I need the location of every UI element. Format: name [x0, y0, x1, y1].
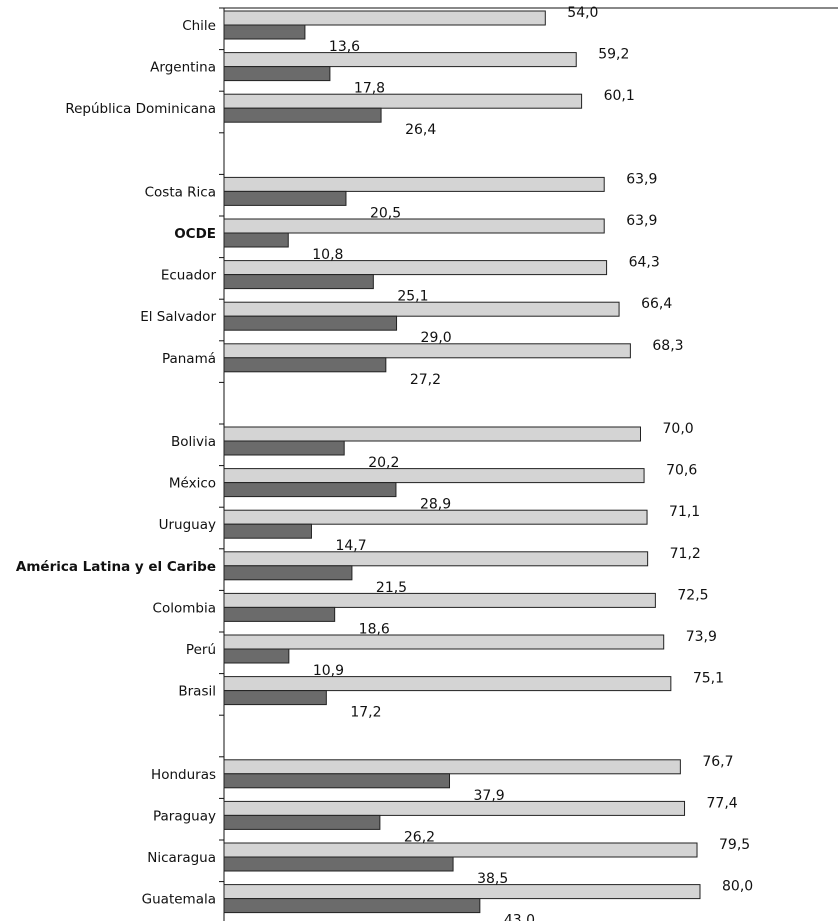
data-label-series-2: 20,5: [370, 205, 401, 221]
category-label: Argentina: [150, 60, 216, 76]
bar-series-2: [223, 898, 481, 914]
bar-series-1: [223, 759, 681, 775]
bar-series-2: [223, 773, 451, 789]
bar-series-2: [223, 856, 454, 872]
bar-series-2: [223, 315, 398, 331]
category-label: Nicaragua: [147, 850, 216, 866]
category-label: Bolivia: [171, 434, 216, 450]
bar-series-1: [223, 884, 701, 900]
category-label: Colombia: [153, 600, 216, 616]
bar-series-1: [223, 52, 577, 68]
category-label: América Latina y el Caribe: [16, 559, 216, 575]
bar-series-2: [223, 523, 312, 539]
category-label: El Salvador: [140, 309, 216, 325]
data-label-series-2: 43,0: [504, 913, 535, 921]
data-label-series-1: 75,1: [693, 671, 724, 687]
data-label-series-1: 76,7: [702, 754, 733, 770]
category-label: Uruguay: [159, 517, 216, 533]
bar-series-1: [223, 10, 546, 26]
bar-series-2: [223, 66, 331, 82]
data-label-series-2: 14,7: [335, 538, 366, 554]
data-label-series-1: 64,3: [629, 255, 660, 271]
data-label-series-2: 38,5: [477, 871, 508, 887]
data-label-series-2: 27,2: [410, 372, 441, 388]
category-label: Ecuador: [161, 268, 217, 284]
bar-series-1: [223, 218, 605, 234]
data-label-series-1: 71,1: [669, 504, 700, 520]
data-label-series-1: 60,1: [604, 88, 635, 104]
bar-series-1: [223, 800, 686, 816]
data-label-series-1: 70,0: [663, 421, 694, 437]
data-label-series-2: 20,2: [368, 455, 399, 471]
chart-marks: Chile 54,0 13,6 Argentina 59,2 17,8 República …: [16, 5, 838, 921]
bar-series-2: [223, 565, 353, 581]
bar-series-2: [223, 440, 345, 456]
data-label-series-2: 29,0: [421, 330, 452, 346]
data-label-series-1: 73,9: [686, 629, 717, 645]
bar-series-1: [223, 592, 656, 608]
data-label-series-2: 26,2: [404, 829, 435, 845]
category-label: Guatemala: [142, 892, 216, 908]
data-label-series-1: 68,3: [652, 338, 683, 354]
data-label-series-1: 63,9: [626, 213, 657, 229]
data-label-series-2: 10,8: [312, 247, 343, 263]
category-label: Panamá: [162, 351, 216, 367]
data-label-series-1: 71,2: [670, 546, 701, 562]
category-label: Paraguay: [153, 808, 216, 824]
data-label-series-2: 10,9: [313, 663, 344, 679]
category-label: República Dominicana: [65, 101, 216, 117]
bar-series-2: [223, 232, 289, 248]
data-label-series-1: 80,0: [722, 879, 753, 895]
data-label-series-1: 66,4: [641, 296, 672, 312]
data-label-series-2: 21,5: [376, 580, 407, 596]
bar-series-2: [223, 274, 374, 290]
data-label-series-1: 77,4: [707, 795, 738, 811]
bar-series-1: [223, 468, 645, 484]
bar-series-1: [223, 426, 641, 442]
bar-series-2: [223, 606, 336, 622]
bar-series-1: [223, 676, 672, 692]
bar-series-1: [223, 260, 608, 276]
bar-series-2: [223, 357, 387, 373]
category-label: OCDE: [174, 226, 216, 242]
data-label-series-2: 17,2: [350, 705, 381, 721]
bar-series-1: [223, 634, 665, 650]
bar-series-1: [223, 343, 631, 359]
category-label: Chile: [182, 18, 216, 34]
data-label-series-1: 79,5: [719, 837, 750, 853]
bar-series-1: [223, 842, 698, 858]
bar-series-2: [223, 24, 306, 40]
bar-series-2: [223, 107, 382, 123]
bar-series-1: [223, 176, 605, 192]
bar-series-1: [223, 93, 583, 109]
data-label-series-1: 72,5: [677, 587, 708, 603]
data-label-series-2: 37,9: [474, 788, 505, 804]
data-label-series-2: 18,6: [359, 621, 390, 637]
data-label-series-2: 26,4: [405, 122, 436, 138]
data-label-series-2: 25,1: [397, 289, 428, 305]
data-label-series-1: 59,2: [598, 47, 629, 63]
data-label-series-1: 63,9: [626, 171, 657, 187]
category-label: México: [169, 476, 216, 492]
data-label-series-2: 17,8: [354, 81, 385, 97]
data-label-series-1: 70,6: [666, 463, 697, 479]
bar-series-2: [223, 814, 381, 830]
data-label-series-2: 13,6: [329, 39, 360, 55]
data-label-series-2: 28,9: [420, 497, 451, 513]
category-label: Brasil: [178, 684, 216, 700]
category-label: Honduras: [151, 767, 216, 783]
bar-series-1: [223, 301, 620, 317]
bar-series-1: [223, 509, 648, 525]
bar-series-2: [223, 190, 347, 206]
data-label-series-1: 54,0: [567, 5, 598, 21]
category-label: Costa Rica: [145, 184, 216, 200]
bar-series-2: [223, 648, 290, 664]
bar-series-1: [223, 551, 649, 567]
bar-series-2: [223, 482, 397, 498]
bar-series-2: [223, 690, 327, 706]
category-label: Perú: [186, 642, 216, 658]
